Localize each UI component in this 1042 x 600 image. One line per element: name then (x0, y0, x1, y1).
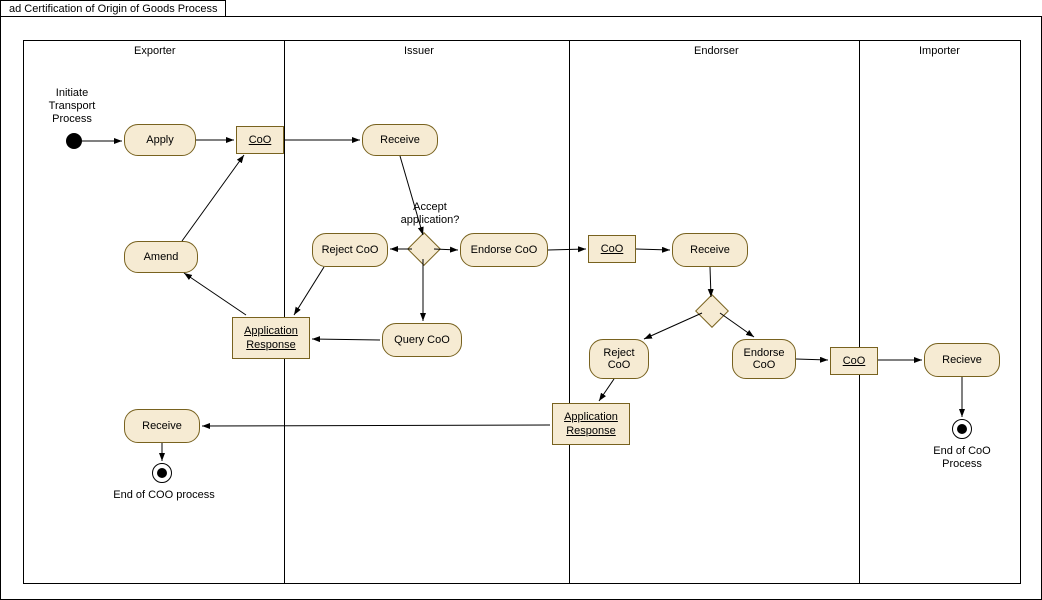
final-node (152, 463, 172, 483)
activity-node: Query CoO (382, 323, 462, 357)
lane-divider (284, 41, 285, 583)
final-node (952, 419, 972, 439)
activity-node: Receive (672, 233, 748, 267)
lane-divider (859, 41, 860, 583)
activity-node: EndorseCoO (732, 339, 796, 379)
diagram-title: ad Certification of Origin of Goods Proc… (9, 3, 217, 15)
diagram-container: ad Certification of Origin of Goods Proc… (0, 0, 1042, 600)
lane-header: Importer (919, 45, 960, 57)
object-node: CoO (588, 235, 636, 263)
start-label: InitiateTransportProcess (42, 87, 102, 127)
lane-header: Issuer (404, 45, 434, 57)
decision-label: Acceptapplication? (392, 201, 468, 227)
object-node: CoO (830, 347, 878, 375)
activity-node: Reject CoO (312, 233, 388, 267)
activity-node: Recieve (924, 343, 1000, 377)
activity-node: RejectCoO (589, 339, 649, 379)
object-node: CoO (236, 126, 284, 154)
initial-node (66, 133, 82, 149)
decision-node (407, 232, 441, 266)
object-node: ApplicationResponse (552, 403, 630, 445)
lane-header: Endorser (694, 45, 739, 57)
end-label-2: End of CoOProcess (926, 445, 998, 471)
activity-node: Receive (362, 124, 438, 156)
activity-node: Apply (124, 124, 196, 156)
activity-node: Endorse CoO (460, 233, 548, 267)
swimlane-frame: Exporter Issuer Endorser Importer Apply CoO R… (23, 40, 1021, 584)
end-label-1: End of COO process (104, 489, 224, 502)
lane-divider (569, 41, 570, 583)
outer-frame: Exporter Issuer Endorser Importer Apply CoO R… (0, 16, 1042, 600)
activity-node: Receive (124, 409, 200, 443)
activity-node: Amend (124, 241, 198, 273)
decision-node (695, 294, 729, 328)
object-node: ApplicationResponse (232, 317, 310, 359)
lane-header: Exporter (134, 45, 176, 57)
